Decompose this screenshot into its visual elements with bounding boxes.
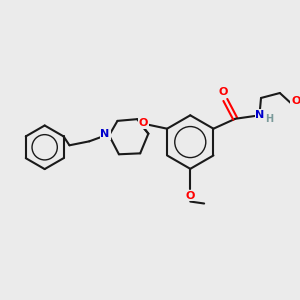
Text: O: O [186, 190, 195, 201]
Text: N: N [100, 129, 110, 140]
Text: O: O [219, 87, 228, 97]
Text: N: N [255, 110, 265, 120]
Text: H: H [265, 114, 273, 124]
Text: O: O [291, 96, 300, 106]
Text: O: O [139, 118, 148, 128]
